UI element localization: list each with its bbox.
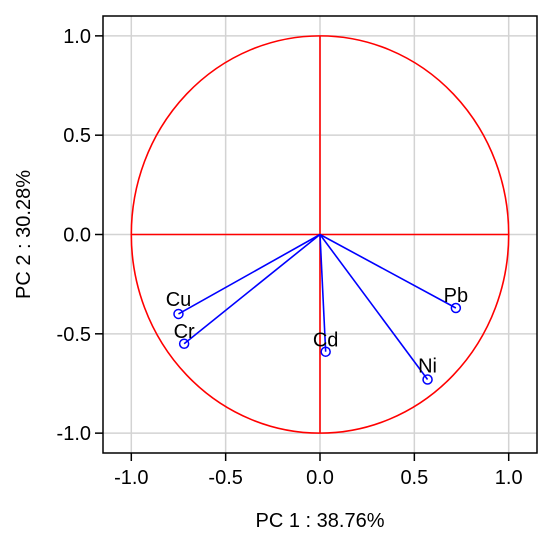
x-tick-label: 0.0 bbox=[306, 467, 334, 489]
vector-ni bbox=[319, 234, 429, 380]
x-tick-label: -0.5 bbox=[208, 467, 242, 489]
vector-cr bbox=[183, 233, 321, 345]
y-tick-label: 1.0 bbox=[63, 26, 91, 48]
x-axis-title: PC 1 : 38.76% bbox=[256, 510, 385, 532]
vector-layer bbox=[173, 233, 462, 385]
y-tick-label: -0.5 bbox=[57, 324, 91, 346]
vector-cd bbox=[319, 234, 327, 352]
point-marker-cr bbox=[178, 338, 190, 349]
point-label-pb: Pb bbox=[444, 285, 468, 307]
x-tick-label: 1.0 bbox=[495, 467, 523, 489]
y-tick-label: 0.0 bbox=[63, 225, 91, 247]
vector-pb bbox=[319, 233, 457, 309]
point-label-cd: Cd bbox=[313, 330, 339, 352]
y-tick-layer: 1.0 0.5 0.0 -0.5 -1.0 bbox=[57, 26, 103, 445]
point-marker-cu bbox=[173, 308, 184, 320]
x-tick-label: -1.0 bbox=[114, 467, 148, 489]
y-axis-title: PC 2 : 30.28% bbox=[13, 170, 35, 299]
point-label-layer: Cu Cr Cd Ni Pb bbox=[166, 285, 468, 378]
point-label-cu: Cu bbox=[166, 289, 192, 311]
point-marker-pb bbox=[450, 302, 462, 314]
x-tick-layer: -1.0 -0.5 0.0 0.5 1.0 bbox=[114, 453, 523, 489]
point-marker-ni bbox=[422, 374, 433, 385]
correlation-circle-layer bbox=[130, 35, 510, 434]
point-label-cr: Cr bbox=[174, 321, 195, 343]
x-tick-label: 0.5 bbox=[400, 467, 428, 489]
point-label-ni: Ni bbox=[418, 356, 437, 378]
vector-cu bbox=[178, 233, 321, 315]
point-marker-cd bbox=[320, 346, 331, 357]
y-tick-label: -1.0 bbox=[57, 423, 91, 445]
y-tick-label: 0.5 bbox=[63, 125, 91, 147]
